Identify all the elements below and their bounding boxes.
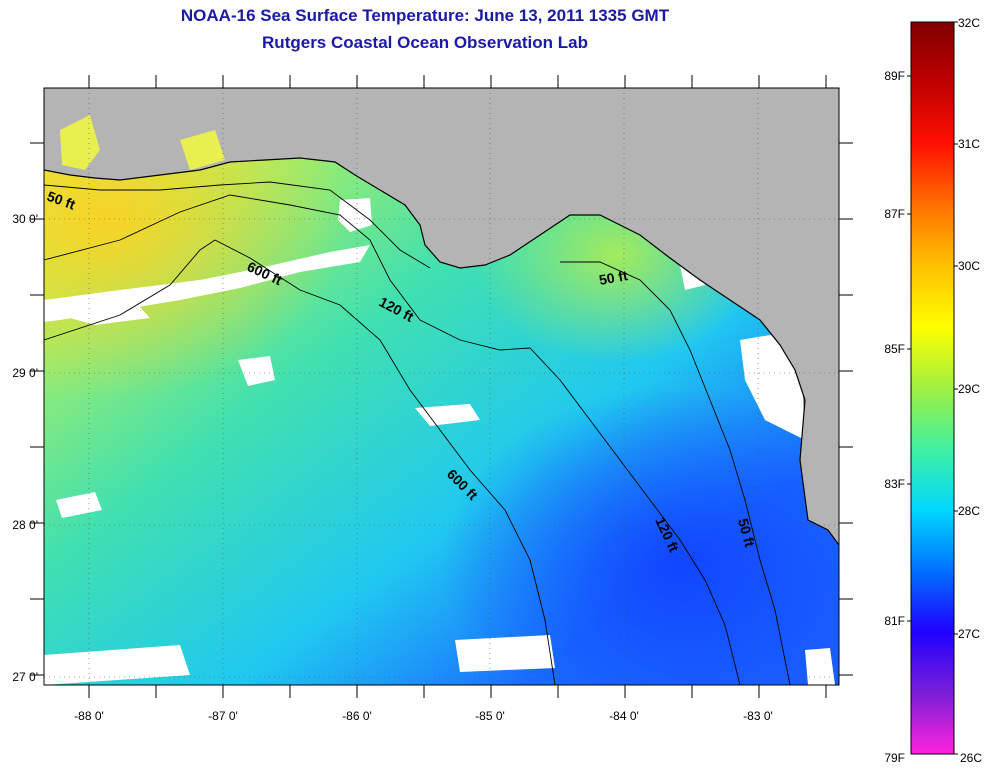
lat-label: 27 0' <box>12 670 38 684</box>
celsius-label: 30C <box>958 259 980 273</box>
lon-label: -83 0' <box>743 709 773 723</box>
colorbar-swatch <box>910 21 955 755</box>
lat-label: 28 0' <box>12 518 38 532</box>
fahrenheit-label: 87F <box>884 207 905 221</box>
lon-label: -86 0' <box>342 709 372 723</box>
coastline <box>44 157 839 546</box>
fahrenheit-label: 79F <box>884 751 905 765</box>
map-subtitle: Rutgers Coastal Ocean Observation Lab <box>262 33 588 52</box>
map-plot-area: 50 ft 600 ft 120 ft 50 ft 600 ft 120 ft … <box>44 88 839 685</box>
isobath-contours <box>44 181 791 685</box>
contour-50ft-west <box>44 181 431 269</box>
lat-label: 29 0' <box>12 366 38 380</box>
celsius-label: 32C <box>958 16 980 30</box>
fahrenheit-label: 81F <box>884 614 905 628</box>
land-mass <box>44 88 839 545</box>
temperature-colorbar: 32C 31C 30C 29C 28C 27C 26C 89F 87F 85F … <box>884 16 982 765</box>
contour-label-50ft-north: 50 ft <box>598 267 629 288</box>
frame-ticks <box>30 75 853 698</box>
celsius-label: 27C <box>958 627 980 641</box>
contour-120ft <box>44 194 741 685</box>
celsius-label: 29C <box>958 382 980 396</box>
fahrenheit-label: 85F <box>884 342 905 356</box>
fahrenheit-label: 83F <box>884 477 905 491</box>
fahrenheit-label: 89F <box>884 69 905 83</box>
contour-label-50ft-south: 50 ft <box>735 517 758 549</box>
latitude-axis: 30 0' 29 0' 28 0' 27 0' <box>12 212 38 684</box>
celsius-label: 31C <box>958 137 980 151</box>
celsius-label: 28C <box>958 504 980 518</box>
map-title: NOAA-16 Sea Surface Temperature: June 13… <box>180 6 670 25</box>
celsius-label: 26C <box>960 751 982 765</box>
coastal-bays <box>60 115 225 170</box>
lon-label: -85 0' <box>475 709 505 723</box>
colorbar-ticks <box>907 21 958 755</box>
lon-label: -87 0' <box>208 709 238 723</box>
map-frame <box>43 87 840 686</box>
contour-600ft <box>44 239 556 685</box>
lon-label: -88 0' <box>74 709 104 723</box>
lat-label: 30 0' <box>12 212 38 226</box>
longitude-axis: -88 0' -87 0' -86 0' -85 0' -84 0' -83 0… <box>74 709 773 723</box>
contour-50ft-east <box>560 261 791 685</box>
lon-label: -84 0' <box>609 709 639 723</box>
